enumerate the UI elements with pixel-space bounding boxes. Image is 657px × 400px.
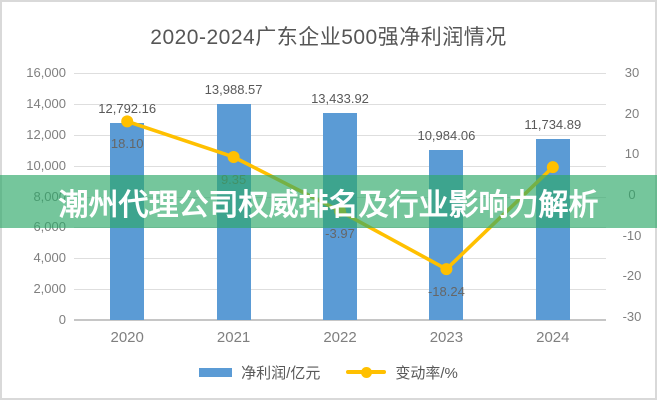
y-axis-label-left: 16,000 [26,65,66,80]
line-point-label: -18.24 [427,284,465,300]
y-axis-label-left: 0 [58,312,66,327]
gridline [74,103,606,105]
y-axis-label-left: 2,000 [33,281,66,297]
x-axis-label: 2024 [536,329,570,346]
gridline [74,73,606,74]
y-axis-label-left: 12,000 [26,126,66,142]
y-axis-label-right: 30 [624,65,640,80]
y-axis-label-right: -30 [622,309,642,324]
x-axis-label: 2022 [323,329,357,346]
chart-title: 2020-2024广东企业500强净利润情况 [150,26,507,49]
x-axis-label: 2023 [429,329,464,346]
line-point-label: 18.10 [110,136,144,152]
y-axis-label-right: -10 [622,227,642,243]
overlay-banner: 潮州代理公司权威排名及行业影响力解析 [0,175,657,228]
bar [535,138,570,320]
legend-item-net-profit: 净利润/亿元 [199,362,320,383]
legend-line-label: 变动率/% [395,364,458,382]
x-axis-label: 2021 [216,329,251,346]
y-axis-label-left: 4,000 [33,250,66,266]
y-axis-label-right: 10 [624,146,640,162]
y-axis-label-right: 20 [624,105,640,121]
legend-item-change-rate: 变动率/% [346,362,458,383]
banner-text: 潮州代理公司权威排名及行业影响力解析 [58,188,599,222]
y-axis-label-right: -20 [622,268,642,284]
y-axis-label-left: 14,000 [26,95,66,111]
legend: 净利润/亿元 变动率/% [0,360,657,384]
line-swatch-icon [346,366,387,378]
x-axis-label: 2020 [110,329,144,346]
bar-value-label: 12,792.16 [98,100,157,116]
y-axis-label-left: 10,000 [26,157,66,173]
bar-swatch-icon [199,367,233,377]
bar-value-label: 13,988.57 [204,82,263,98]
bar-value-label: 13,433.92 [311,90,369,106]
gridline [74,319,606,321]
bar-value-label: 11,734.89 [524,116,582,132]
legend-bar-label: 净利润/亿元 [241,364,321,382]
line-point-label: -3.97 [325,226,355,242]
